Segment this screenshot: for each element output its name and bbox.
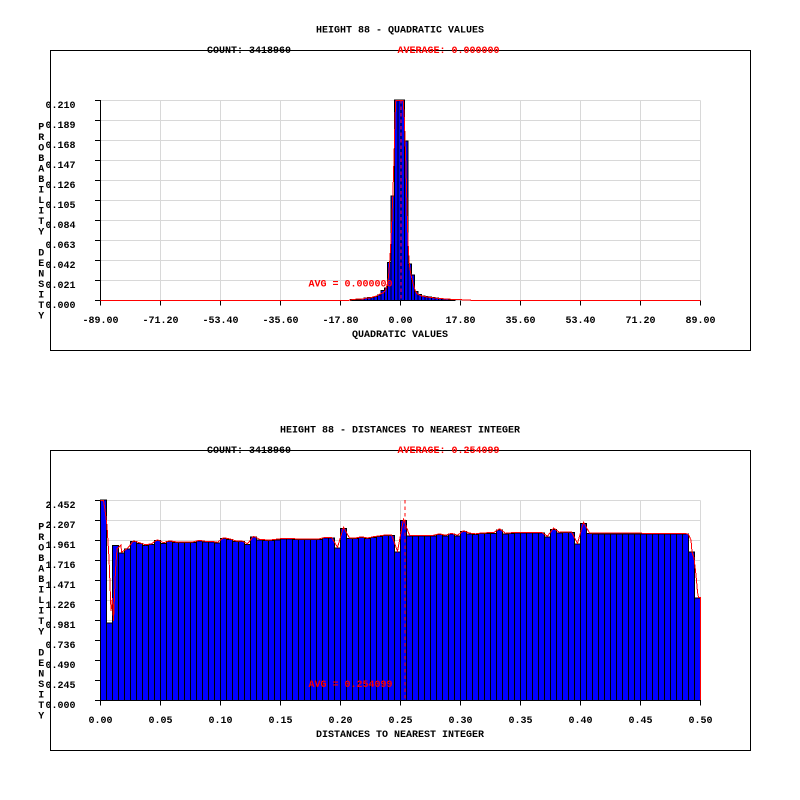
svg-text:-71.20: -71.20 <box>142 316 178 327</box>
svg-text:Y: Y <box>38 227 44 238</box>
svg-text:E: E <box>38 659 44 670</box>
svg-text:0.000: 0.000 <box>46 301 76 312</box>
svg-text:0.40: 0.40 <box>568 716 592 727</box>
svg-text:B: B <box>38 154 44 165</box>
svg-text:L: L <box>38 596 44 607</box>
svg-text:T: T <box>38 301 44 312</box>
svg-text:0.042: 0.042 <box>46 261 76 272</box>
svg-text:HEIGHT 88 - DISTANCES TO NEARE: HEIGHT 88 - DISTANCES TO NEAREST INTEGER <box>280 425 520 436</box>
svg-text:0.168: 0.168 <box>46 141 76 152</box>
svg-text:O: O <box>38 143 44 154</box>
svg-text:0.00: 0.00 <box>388 316 412 327</box>
svg-text:0.147: 0.147 <box>46 161 76 172</box>
svg-text:E: E <box>38 259 44 270</box>
svg-text:0.084: 0.084 <box>46 221 76 232</box>
svg-text:0.981: 0.981 <box>46 621 76 632</box>
svg-text:0.105: 0.105 <box>46 201 76 212</box>
svg-text:0.490: 0.490 <box>46 661 76 672</box>
svg-text:S: S <box>38 680 44 691</box>
svg-text:P: P <box>38 122 44 133</box>
svg-text:0.15: 0.15 <box>268 716 292 727</box>
svg-text:R: R <box>38 533 44 544</box>
svg-text:89.00: 89.00 <box>685 316 715 327</box>
svg-text:COUNT: 3418960: COUNT: 3418960 <box>207 446 291 457</box>
svg-text:0.126: 0.126 <box>46 181 76 192</box>
svg-text:N: N <box>38 669 44 680</box>
svg-text:Y: Y <box>38 311 44 322</box>
svg-text:I: I <box>38 185 44 196</box>
svg-text:HEIGHT 88 - QUADRATIC VALUES: HEIGHT 88 - QUADRATIC VALUES <box>316 25 484 36</box>
svg-text:I: I <box>38 290 44 301</box>
svg-text:AVG = 0.000000: AVG = 0.000000 <box>309 280 393 291</box>
svg-text:0.10: 0.10 <box>208 716 232 727</box>
svg-text:0.30: 0.30 <box>448 716 472 727</box>
svg-text:53.40: 53.40 <box>565 316 595 327</box>
svg-text:1.961: 1.961 <box>46 541 76 552</box>
svg-text:0.210: 0.210 <box>46 101 76 112</box>
svg-text:1.716: 1.716 <box>46 561 76 572</box>
svg-text:AVERAGE: 0.254099: AVERAGE: 0.254099 <box>398 446 500 457</box>
svg-text:0.05: 0.05 <box>148 716 172 727</box>
svg-text:N: N <box>38 269 44 280</box>
svg-text:I: I <box>38 206 44 217</box>
svg-text:2.207: 2.207 <box>46 521 76 532</box>
svg-text:0.45: 0.45 <box>628 716 652 727</box>
svg-text:DISTANCES TO NEAREST INTEGER: DISTANCES TO NEAREST INTEGER <box>316 730 484 741</box>
svg-text:-17.80: -17.80 <box>322 316 358 327</box>
svg-text:0.189: 0.189 <box>46 121 76 132</box>
svg-text:D: D <box>38 648 44 659</box>
svg-text:2.452: 2.452 <box>46 501 76 512</box>
svg-text:AVERAGE: 0.000000: AVERAGE: 0.000000 <box>398 46 500 57</box>
svg-text:I: I <box>38 585 44 596</box>
svg-text:AVG = 0.254099: AVG = 0.254099 <box>309 680 393 691</box>
svg-text:0.021: 0.021 <box>46 281 76 292</box>
svg-text:0.20: 0.20 <box>328 716 352 727</box>
svg-text:COUNT: 3418960: COUNT: 3418960 <box>207 46 291 57</box>
svg-text:O: O <box>38 543 44 554</box>
svg-text:L: L <box>38 196 44 207</box>
svg-text:-53.40: -53.40 <box>202 316 238 327</box>
svg-text:1.471: 1.471 <box>46 581 76 592</box>
svg-text:17.80: 17.80 <box>445 316 475 327</box>
svg-text:T: T <box>38 701 44 712</box>
svg-text:B: B <box>38 554 44 565</box>
svg-text:T: T <box>38 617 44 628</box>
svg-text:B: B <box>38 575 44 586</box>
svg-text:P: P <box>38 522 44 533</box>
svg-text:-35.60: -35.60 <box>262 316 298 327</box>
svg-text:A: A <box>38 564 44 575</box>
svg-text:Y: Y <box>38 627 44 638</box>
svg-text:0.25: 0.25 <box>388 716 412 727</box>
svg-text:0.35: 0.35 <box>508 716 532 727</box>
svg-text:35.60: 35.60 <box>505 316 535 327</box>
svg-text:I: I <box>38 606 44 617</box>
svg-text:0.245: 0.245 <box>46 681 76 692</box>
svg-text:0.000: 0.000 <box>46 701 76 712</box>
svg-text:I: I <box>38 690 44 701</box>
svg-text:Y: Y <box>38 711 44 722</box>
svg-text:S: S <box>38 280 44 291</box>
svg-text:-89.00: -89.00 <box>82 316 118 327</box>
svg-text:B: B <box>38 175 44 186</box>
svg-text:D: D <box>38 248 44 259</box>
svg-text:71.20: 71.20 <box>625 316 655 327</box>
svg-text:T: T <box>38 217 44 228</box>
svg-text:0.063: 0.063 <box>46 241 76 252</box>
svg-text:0.50: 0.50 <box>688 716 712 727</box>
svg-text:R: R <box>38 133 44 144</box>
svg-text:0.00: 0.00 <box>88 716 112 727</box>
svg-text:1.226: 1.226 <box>46 601 76 612</box>
svg-text:0.736: 0.736 <box>46 641 76 652</box>
svg-text:QUADRATIC VALUES: QUADRATIC VALUES <box>352 330 448 341</box>
svg-text:A: A <box>38 164 44 175</box>
